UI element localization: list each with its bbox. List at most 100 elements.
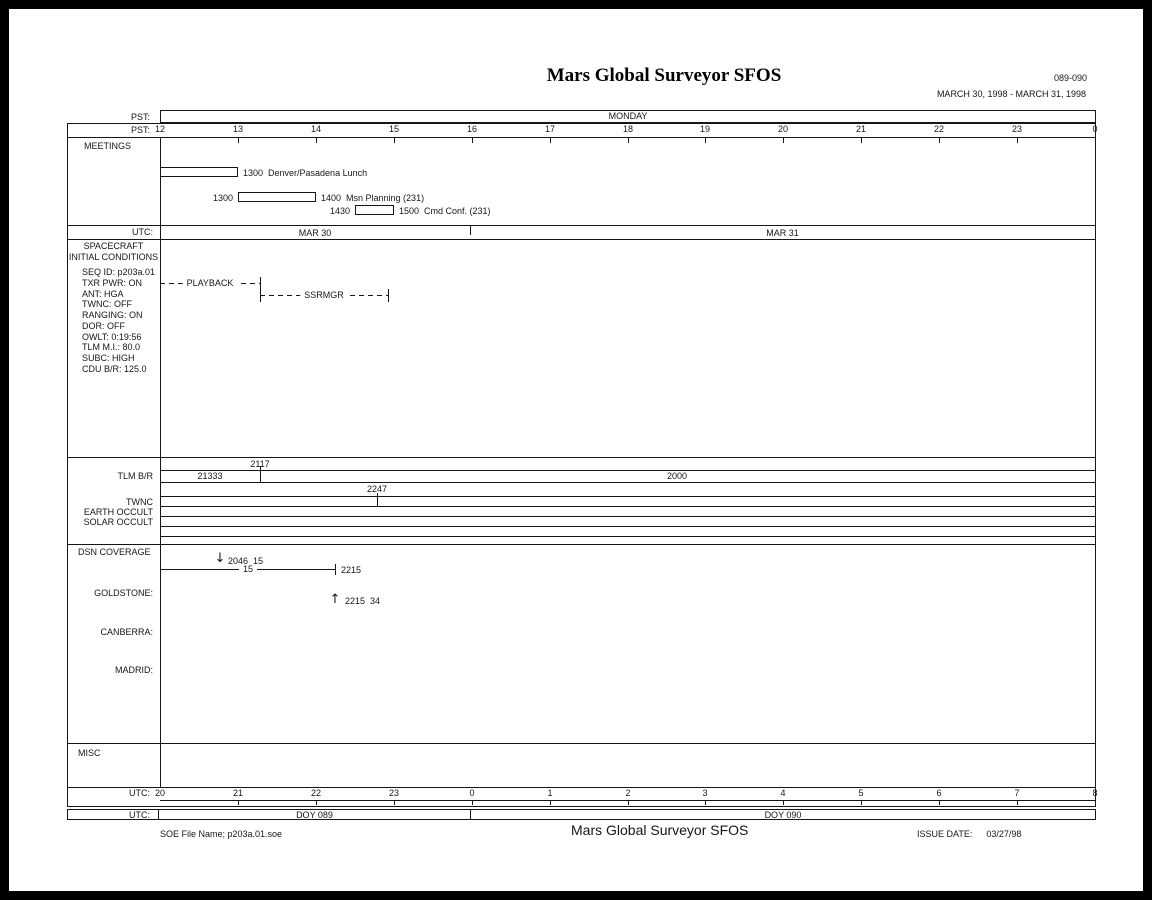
- utc-hour-tick: [705, 800, 706, 805]
- grid-line: [67, 137, 1096, 138]
- utc-hour-label: 1: [547, 788, 553, 798]
- tlm-rate-value: 21333: [197, 471, 223, 481]
- grid-line: [67, 544, 1096, 545]
- initial-condition: SEQ ID: p203a.01: [82, 267, 156, 277]
- row-label-madrid: MADRID:: [115, 665, 153, 675]
- label-column-divider: [160, 137, 161, 787]
- issue-date: ISSUE DATE: 03/27/98: [917, 829, 1021, 840]
- meeting-end-time-and-name: 1500 Cmd Conf. (231): [399, 206, 491, 216]
- issue-date-label: ISSUE DATE:: [917, 829, 973, 839]
- utc-hour-tick: [316, 800, 317, 805]
- utc-hour-label: 3: [702, 788, 708, 798]
- twnc-change-time: 2247: [366, 484, 388, 494]
- pst-hour-tick: [861, 137, 862, 143]
- utc-hour-tick: [628, 800, 629, 805]
- grid-line: [67, 743, 1096, 744]
- doy-divider-tick: [470, 809, 471, 820]
- day-of-week-bar: MONDAY: [160, 110, 1096, 123]
- doy-090: DOY 090: [764, 810, 802, 820]
- utc-hour-label: 0: [469, 788, 475, 798]
- utc-hour-tick: [550, 800, 551, 805]
- meeting-end-time-and-name: 1400 Msn Planning (231): [321, 193, 425, 203]
- pst-hour-label: 23: [1011, 124, 1022, 134]
- grid-line: [67, 457, 1096, 458]
- section-label-spacecraft-2: INITIAL CONDITIONS: [68, 252, 159, 262]
- pst-hour-label: 15: [388, 124, 399, 134]
- tlm-rate-value: 2000: [666, 471, 688, 481]
- utc-date-divider-tick: [470, 225, 471, 235]
- initial-condition: RANGING: ON: [82, 310, 143, 320]
- date-range: MARCH 30, 1998 - MARCH 31, 1998: [936, 89, 1086, 99]
- utc-date-mar31: MAR 31: [766, 228, 799, 238]
- utc-axis-label-date-row: UTC:: [132, 227, 153, 237]
- initial-condition: ANT: HGA: [82, 289, 124, 299]
- pst-hour-tick: [783, 137, 784, 143]
- occult-row-line: [160, 536, 1096, 537]
- tlm-bar-bottom-line: [160, 482, 1096, 483]
- meeting-bar: [160, 167, 238, 177]
- grid-line: [67, 225, 1096, 226]
- row-label-goldstone: GOLDSTONE:: [94, 588, 153, 598]
- utc-hour-label: 21: [232, 788, 243, 798]
- initial-condition: DOR: OFF: [82, 321, 125, 331]
- up-arrow-icon: ↑: [329, 592, 341, 607]
- grid-line: [67, 239, 1096, 240]
- meeting-start-time: 1300: [212, 193, 233, 203]
- initial-condition: SUBC: HIGH: [82, 353, 135, 363]
- initial-condition: OWLT: 0:19:56: [82, 332, 142, 342]
- track-end-cap: [260, 277, 261, 290]
- pst-hour-tick: [472, 137, 473, 143]
- dsn-bot-marker-label: 2046 15: [228, 556, 264, 566]
- utc-hour-tick: [472, 800, 473, 805]
- row-label-twnc: TWNC: [126, 497, 153, 507]
- pst-hour-label: 16: [466, 124, 477, 134]
- tlm-bar-top-line: [160, 470, 1096, 471]
- page-title: Mars Global Surveyor SFOS: [546, 65, 782, 86]
- footer-title: Mars Global Surveyor SFOS: [571, 822, 749, 838]
- pst-hour-label: 20: [777, 124, 788, 134]
- meeting-bar: [355, 205, 394, 215]
- grid-line: [67, 787, 1096, 788]
- twnc-row-line: [160, 496, 1096, 497]
- track-name: SSRMGR: [300, 290, 348, 301]
- track-start-cap: [260, 289, 261, 302]
- track-end-cap: [388, 289, 389, 302]
- utc-hour-label: 7: [1014, 788, 1020, 798]
- section-label-dsn-coverage: DSN COVERAGE: [78, 547, 151, 557]
- row-label-tlm-br: TLM B/R: [117, 471, 153, 481]
- doy-089: DOY 089: [296, 810, 333, 820]
- row-label-solar-occult: SOLAR OCCULT: [83, 517, 153, 527]
- soe-file-name: SOE File Name; p203a.01.soe: [160, 829, 283, 839]
- utc-hour-tick: [939, 800, 940, 805]
- row-label-earth-occult: EARTH OCCULT: [83, 507, 153, 517]
- doy-bar: [67, 809, 1096, 820]
- utc-hour-tick: [238, 800, 239, 805]
- utc-hour-label: 20: [154, 788, 165, 798]
- utc-hour-label: 6: [936, 788, 942, 798]
- row-label-canberra: CANBERRA:: [100, 627, 153, 637]
- section-label-spacecraft-1: SPACECRAFT: [83, 241, 144, 251]
- pst-hour-tick: [1017, 137, 1018, 143]
- initial-condition: TLM M.I.: 80.0: [82, 342, 141, 352]
- pst-axis-label-hour-row: PST:: [130, 125, 150, 135]
- utc-hour-tick: [394, 800, 395, 805]
- dsn-pass-end-cap: [335, 564, 336, 575]
- dsn-pass-end-time: 2215: [341, 565, 362, 575]
- dsn-eot-marker-label: 2215 34: [345, 596, 381, 606]
- initial-condition: CDU B/R: 125.0: [82, 364, 147, 374]
- meeting-bar: [238, 192, 316, 202]
- utc-hour-label: 2: [625, 788, 631, 798]
- section-label-meetings: MEETINGS: [84, 141, 132, 151]
- utc-date-mar30: MAR 30: [298, 228, 332, 238]
- pst-axis-label-day-row: PST:: [130, 112, 150, 122]
- meeting-start-time: 1430: [329, 206, 350, 216]
- page-number: 089-090: [1053, 73, 1087, 83]
- pst-hour-label: 12: [154, 124, 165, 134]
- pst-hour-tick: [238, 137, 239, 143]
- pst-hour-label: 21: [855, 124, 866, 134]
- pst-hour-label: 18: [622, 124, 633, 134]
- pst-hour-tick: [316, 137, 317, 143]
- pst-hour-tick: [394, 137, 395, 143]
